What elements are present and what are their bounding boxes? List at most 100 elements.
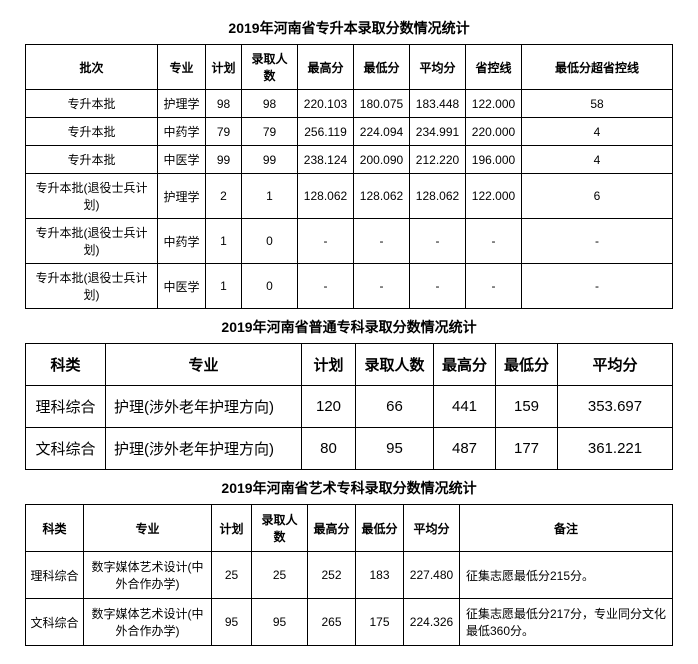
table-cell: 专升本批 [26, 146, 158, 174]
table3-body: 理科综合数字媒体艺术设计(中外合作办学)2525252183227.480征集志… [26, 552, 673, 646]
t1-h4: 最高分 [298, 45, 354, 90]
table-cell: 1 [206, 264, 242, 309]
table-cell: 中药学 [158, 219, 206, 264]
table-cell: 2 [206, 174, 242, 219]
table-cell: 0 [242, 264, 298, 309]
table-cell: 234.991 [410, 118, 466, 146]
t3-h2: 计划 [212, 505, 252, 552]
table-cell: 353.697 [558, 386, 673, 428]
table-cell: 180.075 [354, 90, 410, 118]
table-cell: 196.000 [466, 146, 522, 174]
table-cell: 95 [356, 428, 434, 470]
table-cell: 征集志愿最低分217分，专业同分文化最低360分。 [460, 599, 673, 646]
table-cell: 183 [356, 552, 404, 599]
table-cell: 护理学 [158, 90, 206, 118]
table-cell: - [466, 219, 522, 264]
table-cell: 专升本批(退役士兵计划) [26, 219, 158, 264]
table2-header-row: 科类 专业 计划 录取人数 最高分 最低分 平均分 [26, 344, 673, 386]
table-cell: 200.090 [354, 146, 410, 174]
table-row: 专升本批(退役士兵计划)中医学10----- [26, 264, 673, 309]
table-cell: 专升本批(退役士兵计划) [26, 174, 158, 219]
table2-body: 理科综合护理(涉外老年护理方向)12066441159353.697文科综合护理… [26, 386, 673, 470]
table-cell: 487 [434, 428, 496, 470]
t2-h0: 科类 [26, 344, 106, 386]
table-cell: - [298, 264, 354, 309]
table-row: 专升本批中医学9999238.124200.090212.220196.0004 [26, 146, 673, 174]
table-cell: - [466, 264, 522, 309]
t3-h1: 专业 [84, 505, 212, 552]
table-cell: 理科综合 [26, 552, 84, 599]
table-cell: 227.480 [404, 552, 460, 599]
table-cell: - [522, 264, 673, 309]
table-row: 专升本批护理学9898220.103180.075183.448122.0005… [26, 90, 673, 118]
table-cell: 25 [252, 552, 308, 599]
table-cell: 120 [302, 386, 356, 428]
t2-h6: 平均分 [558, 344, 673, 386]
table-cell: 175 [356, 599, 404, 646]
table-cell: 80 [302, 428, 356, 470]
table-cell: 护理(涉外老年护理方向) [106, 386, 302, 428]
table-cell: 183.448 [410, 90, 466, 118]
table-cell: 护理(涉外老年护理方向) [106, 428, 302, 470]
t3-h7: 备注 [460, 505, 673, 552]
table-row: 专升本批中药学7979256.119224.094234.991220.0004 [26, 118, 673, 146]
table-cell: - [298, 219, 354, 264]
table-cell: 文科综合 [26, 599, 84, 646]
table-cell: 6 [522, 174, 673, 219]
table3: 科类 专业 计划 录取人数 最高分 最低分 平均分 备注 理科综合数字媒体艺术设… [25, 504, 673, 646]
table1-body: 专升本批护理学9898220.103180.075183.448122.0005… [26, 90, 673, 309]
t3-h3: 录取人数 [252, 505, 308, 552]
table-cell: 专升本批(退役士兵计划) [26, 264, 158, 309]
table-cell: 128.062 [354, 174, 410, 219]
table-cell: 212.220 [410, 146, 466, 174]
table-cell: 数字媒体艺术设计(中外合作办学) [84, 552, 212, 599]
table-cell: 177 [496, 428, 558, 470]
t1-h6: 平均分 [410, 45, 466, 90]
table-cell: 护理学 [158, 174, 206, 219]
table-cell: 99 [206, 146, 242, 174]
table-cell: 4 [522, 118, 673, 146]
table2: 科类 专业 计划 录取人数 最高分 最低分 平均分 理科综合护理(涉外老年护理方… [25, 343, 673, 470]
table-cell: 441 [434, 386, 496, 428]
table-cell: 122.000 [466, 174, 522, 219]
table-cell: 220.103 [298, 90, 354, 118]
table-cell: 专升本批 [26, 90, 158, 118]
table-cell: 361.221 [558, 428, 673, 470]
table-cell: 中医学 [158, 146, 206, 174]
table-cell: - [410, 219, 466, 264]
table-cell: 99 [242, 146, 298, 174]
t3-h4: 最高分 [308, 505, 356, 552]
table-cell: 中医学 [158, 264, 206, 309]
table-cell: 128.062 [298, 174, 354, 219]
table-cell: - [354, 264, 410, 309]
table-cell: 224.326 [404, 599, 460, 646]
table-cell: 79 [242, 118, 298, 146]
table-cell: 98 [242, 90, 298, 118]
table-cell: 159 [496, 386, 558, 428]
t2-h4: 最高分 [434, 344, 496, 386]
table-row: 理科综合护理(涉外老年护理方向)12066441159353.697 [26, 386, 673, 428]
table-cell: 128.062 [410, 174, 466, 219]
table-cell: 征集志愿最低分215分。 [460, 552, 673, 599]
table2-title: 2019年河南省普通专科录取分数情况统计 [25, 317, 673, 337]
table-cell: 252 [308, 552, 356, 599]
table-cell: 25 [212, 552, 252, 599]
t1-h0: 批次 [26, 45, 158, 90]
table-cell: 中药学 [158, 118, 206, 146]
t2-h5: 最低分 [496, 344, 558, 386]
table3-title: 2019年河南省艺术专科录取分数情况统计 [25, 478, 673, 498]
t1-h2: 计划 [206, 45, 242, 90]
t1-h8: 最低分超省控线 [522, 45, 673, 90]
table-row: 文科综合数字媒体艺术设计(中外合作办学)9595265175224.326征集志… [26, 599, 673, 646]
table1-header-row: 批次 专业 计划 录取人数 最高分 最低分 平均分 省控线 最低分超省控线 [26, 45, 673, 90]
t2-h1: 专业 [106, 344, 302, 386]
table-cell: 95 [252, 599, 308, 646]
table-row: 专升本批(退役士兵计划)护理学21128.062128.062128.06212… [26, 174, 673, 219]
table1-title: 2019年河南省专升本录取分数情况统计 [25, 18, 673, 38]
table-cell: 4 [522, 146, 673, 174]
t3-h6: 平均分 [404, 505, 460, 552]
table-cell: - [354, 219, 410, 264]
table-row: 专升本批(退役士兵计划)中药学10----- [26, 219, 673, 264]
table-cell: 256.119 [298, 118, 354, 146]
table-cell: 122.000 [466, 90, 522, 118]
